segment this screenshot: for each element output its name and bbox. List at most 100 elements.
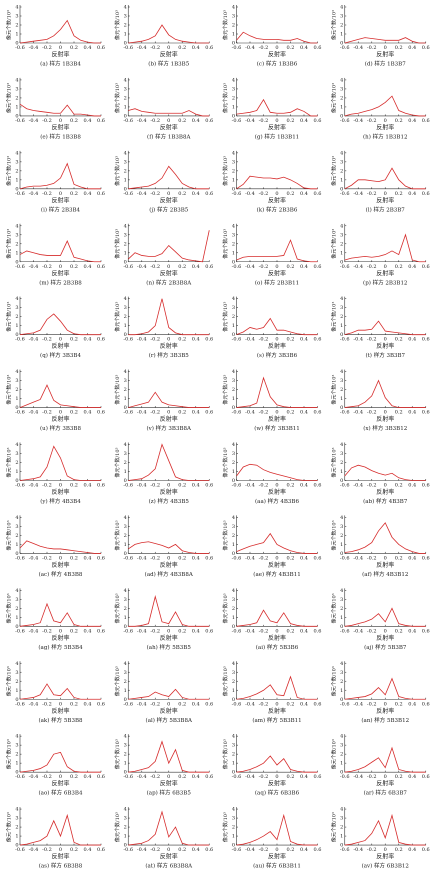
data-line (236, 175, 318, 190)
x-tick-label: 0.6 (314, 337, 322, 343)
x-tick-label: 0.6 (97, 410, 105, 416)
data-line (19, 540, 101, 554)
y-tick-label: 3 (124, 451, 127, 457)
y-tick-label: 0 (15, 551, 18, 557)
y-tick-label: 0 (340, 186, 343, 192)
chart-caption: (o) 样方 2B3B11 (255, 278, 299, 286)
x-axis-label: 反射率 (51, 488, 69, 496)
x-tick-label: 0 (59, 701, 62, 707)
x-tick-label: 0.4 (300, 264, 308, 270)
data-line (236, 239, 318, 263)
y-tick-label: 4 (15, 369, 18, 375)
y-tick-label: 4 (124, 515, 127, 521)
y-tick-label: 3 (340, 305, 343, 311)
x-tick-label: -0.2 (150, 410, 160, 416)
y-axis-label: 像元个数/10³ (222, 447, 229, 477)
y-tick-label: 3 (124, 816, 127, 822)
y-tick-label: 0 (232, 624, 235, 630)
x-tick-label: 0.2 (178, 701, 186, 707)
x-tick-label: 0.6 (205, 847, 213, 853)
x-tick-label: -0.4 (245, 483, 255, 489)
y-tick-label: 2 (340, 825, 343, 831)
y-axis-label: 像元个数/10³ (330, 447, 337, 477)
chart-caption: (al) 样方 5B3B8A (146, 716, 193, 724)
x-tick-label: -0.2 (259, 191, 269, 197)
y-tick-label: 4 (340, 442, 343, 448)
data-line (344, 464, 426, 481)
y-tick-label: 4 (232, 5, 235, 11)
chart-caption: (k) 样方 2B3B6 (257, 205, 298, 213)
x-tick-label: 0 (167, 483, 170, 489)
x-tick-label: 0 (384, 701, 387, 707)
y-tick-label: 0 (124, 41, 127, 47)
x-tick-label: 0.4 (300, 118, 308, 124)
x-tick-label: -0.4 (245, 701, 255, 707)
y-axis-label: 像元个数/10³ (114, 520, 121, 550)
x-tick-label: 0.6 (422, 847, 430, 853)
y-tick-label: 1 (232, 542, 235, 548)
x-tick-label: 0.2 (395, 701, 403, 707)
x-tick-label: 0.6 (314, 701, 322, 707)
y-tick-label: 1 (124, 834, 127, 840)
x-tick-label: -0.6 (123, 847, 133, 853)
x-tick-label: 0 (167, 118, 170, 124)
x-axis-label: 反射率 (268, 269, 286, 277)
y-axis-label: 像元个数/10³ (222, 593, 229, 623)
y-tick-label: 0 (340, 332, 343, 338)
x-axis-label: 反射率 (268, 634, 286, 642)
x-tick-label: 0 (167, 337, 170, 343)
x-tick-label: -0.4 (353, 701, 363, 707)
x-tick-label: 0.4 (192, 264, 200, 270)
x-tick-label: -0.4 (353, 45, 363, 51)
x-tick-label: -0.4 (353, 774, 363, 780)
x-tick-label: 0.4 (192, 847, 200, 853)
y-tick-label: 1 (15, 32, 18, 38)
x-tick-label: 0 (59, 483, 62, 489)
x-axis-label: 反射率 (51, 415, 69, 423)
y-tick-label: 0 (232, 478, 235, 484)
y-axis-label: 像元个数/10³ (6, 10, 13, 40)
y-tick-label: 0 (15, 843, 18, 849)
x-tick-label: 0.2 (178, 337, 186, 343)
y-tick-label: 2 (340, 314, 343, 320)
x-tick-label: 0.4 (408, 847, 416, 853)
chart-caption: (g) 样方 1B3B11 (255, 132, 299, 140)
data-line (344, 607, 426, 627)
y-tick-label: 0 (124, 186, 127, 192)
data-line (128, 740, 210, 773)
y-tick-label: 3 (232, 159, 235, 165)
x-tick-label: 0.6 (314, 410, 322, 416)
x-tick-label: -0.4 (353, 118, 363, 124)
x-tick-label: -0.6 (340, 483, 350, 489)
y-tick-label: 2 (232, 679, 235, 685)
x-tick-label: 0.2 (70, 701, 78, 707)
chart-caption: (m) 样方 2B3B8 (39, 278, 82, 286)
y-tick-label: 4 (340, 369, 343, 375)
x-tick-label: -0.4 (245, 45, 255, 51)
x-tick-label: 0.2 (70, 45, 78, 51)
y-tick-label: 3 (124, 159, 127, 165)
x-tick-label: 0.2 (178, 483, 186, 489)
y-tick-label: 1 (232, 615, 235, 621)
data-line (19, 813, 101, 846)
data-line (344, 95, 426, 117)
x-tick-label: 0.6 (314, 847, 322, 853)
chart-caption: (ap) 样方 6B3B5 (147, 789, 192, 797)
x-tick-label: -0.6 (232, 701, 242, 707)
y-tick-label: 4 (232, 807, 235, 813)
x-tick-label: -0.2 (259, 264, 269, 270)
y-tick-label: 4 (232, 588, 235, 594)
x-tick-label: 0.6 (422, 774, 430, 780)
x-tick-label: 0.4 (408, 118, 416, 124)
data-line (344, 677, 426, 700)
x-tick-label: 0.6 (205, 337, 213, 343)
x-axis-label: 反射率 (160, 634, 178, 642)
x-tick-label: -0.4 (137, 701, 147, 707)
y-tick-label: 1 (124, 323, 127, 329)
y-tick-label: 3 (15, 524, 18, 530)
x-tick-label: 0.2 (395, 118, 403, 124)
x-tick-label: 0.6 (205, 410, 213, 416)
y-tick-label: 0 (340, 41, 343, 47)
data-line (19, 103, 101, 117)
x-axis-label: 反射率 (268, 342, 286, 350)
